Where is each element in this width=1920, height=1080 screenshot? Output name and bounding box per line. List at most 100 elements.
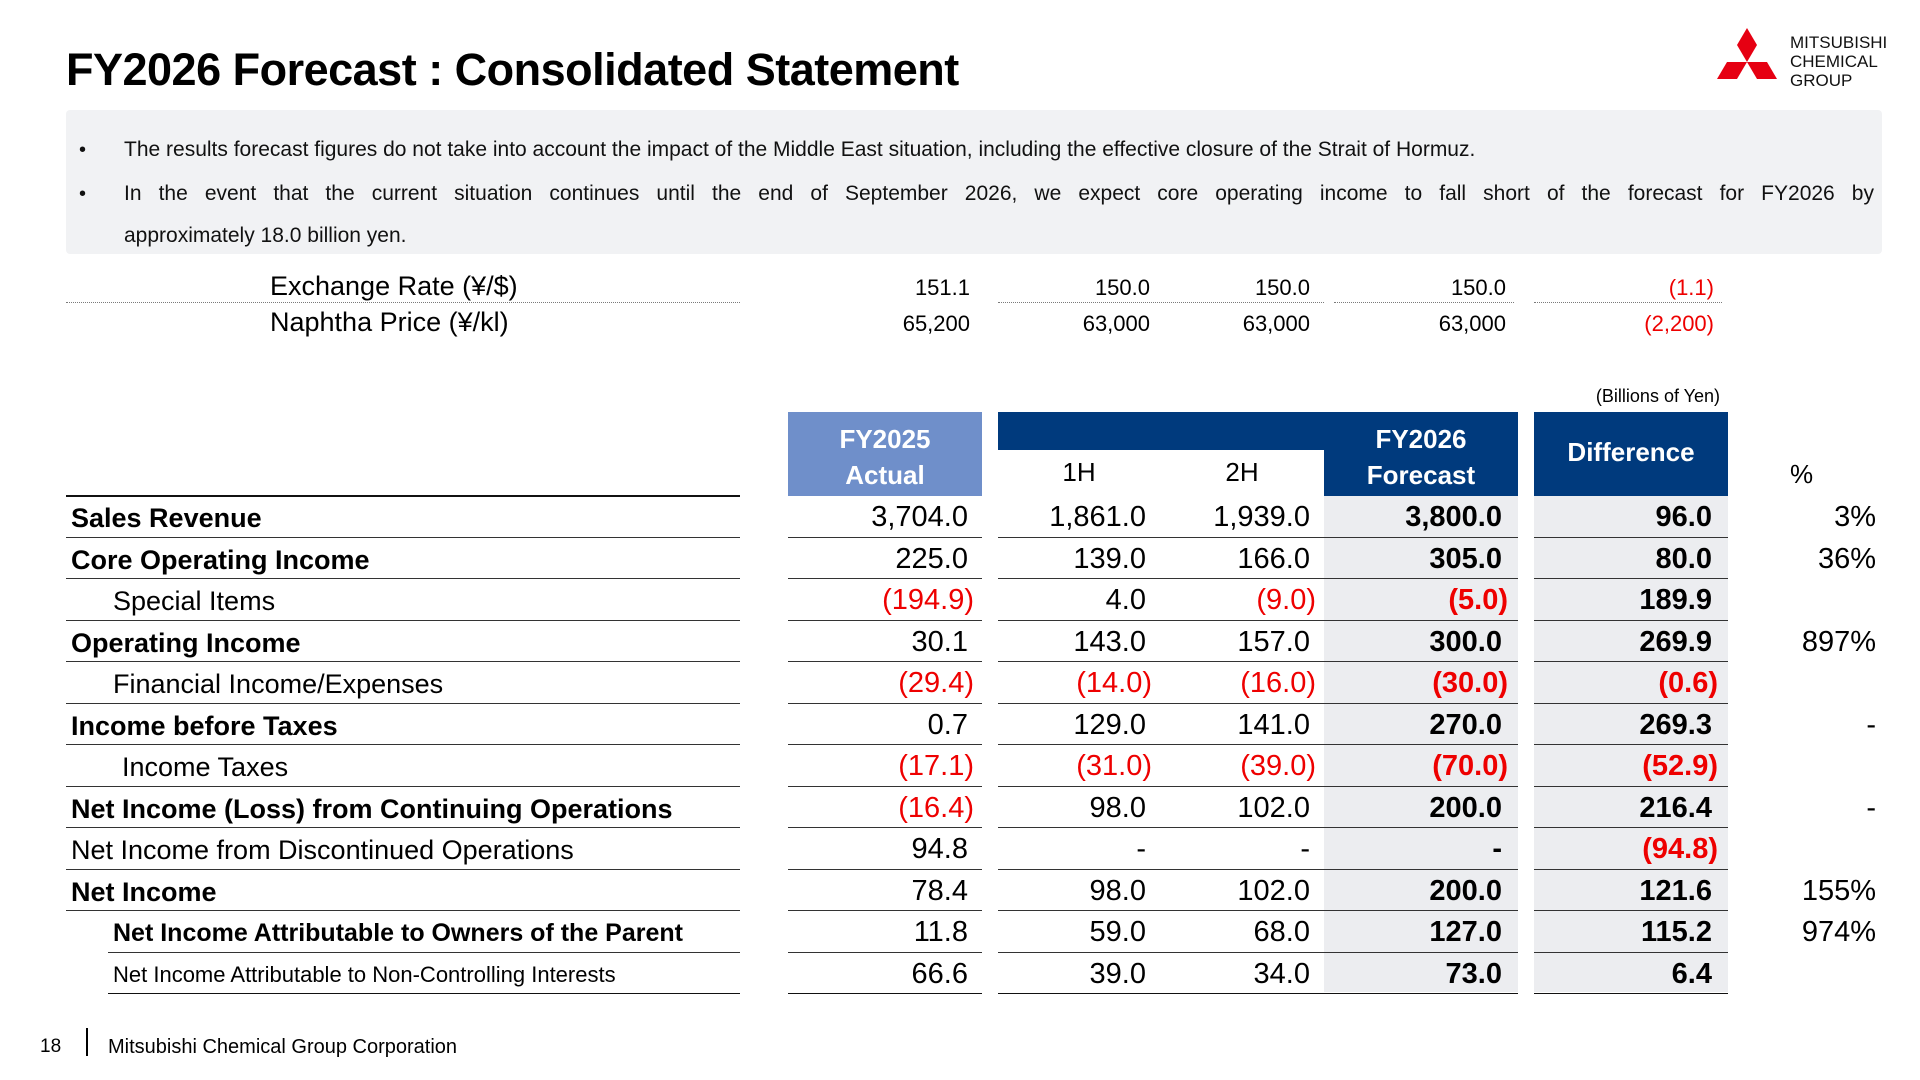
row-divider [66,619,740,621]
cell-h2: 68.0 [1253,916,1310,948]
row-divider [1324,827,1518,828]
row-divider [1324,868,1518,870]
cell-diff: (52.9) [1642,750,1718,782]
cell-h2: 102.0 [1237,874,1310,907]
cell-pct: - [1866,791,1876,824]
cell-h1: 1,861.0 [1049,501,1146,533]
footer-company: Mitsubishi Chemical Group Corporation [108,1036,458,1058]
row-label: Net Income [71,876,217,907]
row-divider [1534,910,1728,911]
row-label: Operating Income [71,627,301,658]
row-divider [66,536,740,538]
row-divider [66,744,740,745]
row-divider [998,951,1324,953]
cell-h1: - [1136,833,1146,865]
cell-fy2026: 305.0 [1429,542,1502,575]
bullet-1: • [79,139,87,161]
row-divider [1324,993,1518,994]
fy2025-header [788,412,982,496]
row-divider [1324,702,1518,704]
row-divider [1324,744,1518,745]
cell-h2: 157.0 [1237,625,1310,658]
row-divider [66,827,740,828]
row-divider [66,868,740,870]
cell-fy2026: (5.0) [1448,584,1508,616]
header-divider [66,495,740,497]
row-label: Special Items [113,586,276,616]
row-label: Income before Taxes [71,710,338,741]
cell-diff: (0.6) [1658,667,1718,699]
cell-fy2025: 3,704.0 [871,501,968,533]
cell-fy2026: 270.0 [1429,708,1502,741]
cell-diff: 121.6 [1639,874,1712,907]
cell-h2: (9.0) [1256,584,1316,616]
row-divider [1534,993,1728,994]
cell-diff: 80.0 [1655,542,1712,575]
cell-fy2025: 0.7 [927,708,968,741]
dotted-separator [1334,302,1514,303]
row-divider [998,910,1324,911]
row-divider [788,868,982,870]
difference-header [1534,412,1728,496]
row-divider [1534,578,1728,579]
row-divider [1324,951,1518,953]
cell-h2: 34.0 [1253,957,1310,990]
row-divider [788,785,982,787]
cell-pct: 3% [1834,501,1876,533]
row-divider [1534,951,1728,953]
cell-h2: 102.0 [1237,791,1310,824]
row-divider [788,951,982,953]
cell-h1: (31.0) [1076,750,1152,782]
row-divider [108,993,740,994]
row-divider [998,536,1324,538]
cell-pct: 897% [1801,625,1876,658]
assumption-label: Exchange Rate (¥/$) [270,271,518,301]
cell-fy2025: 11.8 [913,916,968,948]
difference-header-label: Difference [1567,437,1695,467]
h2-header: 2H [1225,457,1259,487]
three-diamonds-icon [1717,28,1777,79]
logo-wordmark: MITSUBISHI CHEMICAL GROUP [1790,33,1888,90]
cell-fy2025: 78.4 [911,874,968,907]
cell-fy2026: 200.0 [1429,791,1502,824]
cell-diff: 269.9 [1639,625,1712,658]
row-divider [788,661,982,662]
h1-header: 1H [1062,457,1096,487]
cell-diff: 189.9 [1639,584,1712,616]
row-divider [788,744,982,745]
row-divider [1534,536,1728,538]
page-title: FY2026 Forecast : Consolidated Statement [66,44,959,95]
dotted-separator [66,302,740,303]
cell-diff: 115.2 [1641,916,1712,948]
assumption-h2: 150.0 [1254,275,1310,300]
row-divider [998,619,1324,621]
cell-fy2025: (16.4) [898,791,974,824]
row-divider [1534,827,1728,828]
row-divider [1324,619,1518,621]
cell-h2: (16.0) [1240,667,1316,699]
cell-fy2025: 30.1 [911,625,968,658]
fy2025-header-label: FY2025 Actual [839,424,931,490]
row-divider [788,619,982,621]
cell-fy2026: 127.0 [1429,916,1502,948]
cell-h2: 1,939.0 [1213,501,1310,533]
cell-fy2026: (70.0) [1432,750,1508,782]
assumption-h1: 150.0 [1094,275,1150,300]
notes-box: • The results forecast figures do not ta… [66,110,1882,254]
assumption-fy2025: 65,200 [902,311,970,336]
cell-pct: 155% [1801,874,1876,907]
row-divider [998,744,1324,745]
cell-fy2025: 66.6 [911,957,968,990]
row-divider [1534,661,1728,662]
row-label: Net Income Attributable to Non-Controlli… [113,962,616,987]
row-divider [788,910,982,911]
dotted-separator [998,302,1324,303]
row-label: Net Income from Discontinued Operations [71,835,574,865]
row-divider [998,993,1324,994]
row-divider [1324,536,1518,538]
row-divider [66,578,740,579]
pct-header: % [1790,459,1814,489]
row-label: Financial Income/Expenses [113,669,444,699]
row-label: Net Income (Loss) from Continuing Operat… [71,793,673,824]
row-divider [998,868,1324,870]
